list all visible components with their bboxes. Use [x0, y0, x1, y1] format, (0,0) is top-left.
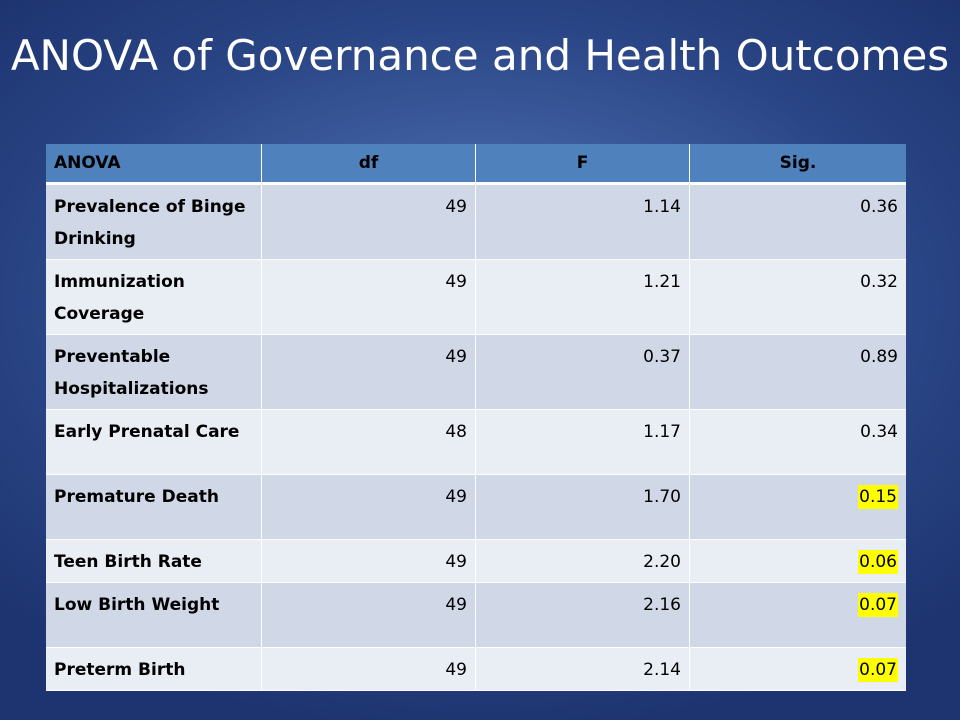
table-header-row: ANOVA df F Sig.: [46, 144, 906, 185]
row-label: Immunization Coverage: [46, 260, 262, 335]
table-row: Preterm Birth 49 2.14 0.07: [46, 648, 906, 691]
table-row: Preventable Hospitalizations 49 0.37 0.8…: [46, 335, 906, 410]
sig-value-highlighted: 0.07: [858, 658, 898, 682]
anova-table: ANOVA df F Sig. Prevalence of Binge Drin…: [46, 144, 906, 691]
row-df: 49: [262, 648, 476, 691]
header-df: df: [262, 144, 476, 185]
header-anova: ANOVA: [46, 144, 262, 185]
sig-value: 0.89: [860, 347, 898, 367]
table-row: Premature Death 49 1.70 0.15: [46, 475, 906, 540]
row-sig: 0.15: [690, 475, 906, 540]
sig-value: 0.32: [860, 272, 898, 292]
row-f: 1.14: [476, 185, 690, 260]
row-label: Prevalence of Binge Drinking: [46, 185, 262, 260]
row-df: 49: [262, 335, 476, 410]
row-df: 49: [262, 540, 476, 583]
row-df: 49: [262, 185, 476, 260]
row-label: Preterm Birth: [46, 648, 262, 691]
row-f: 1.21: [476, 260, 690, 335]
header-f: F: [476, 144, 690, 185]
row-sig: 0.07: [690, 583, 906, 648]
anova-table-container: ANOVA df F Sig. Prevalence of Binge Drin…: [46, 144, 906, 691]
table-row: Teen Birth Rate 49 2.20 0.06: [46, 540, 906, 583]
row-df: 49: [262, 583, 476, 648]
header-sig: Sig.: [690, 144, 906, 185]
table-row: Immunization Coverage 49 1.21 0.32: [46, 260, 906, 335]
row-label: Low Birth Weight: [46, 583, 262, 648]
row-f: 2.14: [476, 648, 690, 691]
row-sig: 0.89: [690, 335, 906, 410]
row-df: 48: [262, 410, 476, 475]
table-row: Low Birth Weight 49 2.16 0.07: [46, 583, 906, 648]
row-df: 49: [262, 260, 476, 335]
row-sig: 0.07: [690, 648, 906, 691]
sig-value-highlighted: 0.07: [858, 593, 898, 617]
row-label: Premature Death: [46, 475, 262, 540]
row-label: Teen Birth Rate: [46, 540, 262, 583]
row-label: Early Prenatal Care: [46, 410, 262, 475]
row-f: 1.70: [476, 475, 690, 540]
slide-title: ANOVA of Governance and Health Outcomes: [10, 31, 950, 80]
row-sig: 0.36: [690, 185, 906, 260]
sig-value-highlighted: 0.15: [858, 485, 898, 509]
row-f: 2.16: [476, 583, 690, 648]
row-f: 2.20: [476, 540, 690, 583]
row-label: Preventable Hospitalizations: [46, 335, 262, 410]
row-f: 1.17: [476, 410, 690, 475]
table-row: Prevalence of Binge Drinking 49 1.14 0.3…: [46, 185, 906, 260]
table-row: Early Prenatal Care 48 1.17 0.34: [46, 410, 906, 475]
row-sig: 0.34: [690, 410, 906, 475]
row-sig: 0.32: [690, 260, 906, 335]
row-df: 49: [262, 475, 476, 540]
row-f: 0.37: [476, 335, 690, 410]
sig-value: 0.34: [860, 422, 898, 442]
row-sig: 0.06: [690, 540, 906, 583]
sig-value: 0.36: [860, 197, 898, 217]
sig-value-highlighted: 0.06: [858, 550, 898, 574]
